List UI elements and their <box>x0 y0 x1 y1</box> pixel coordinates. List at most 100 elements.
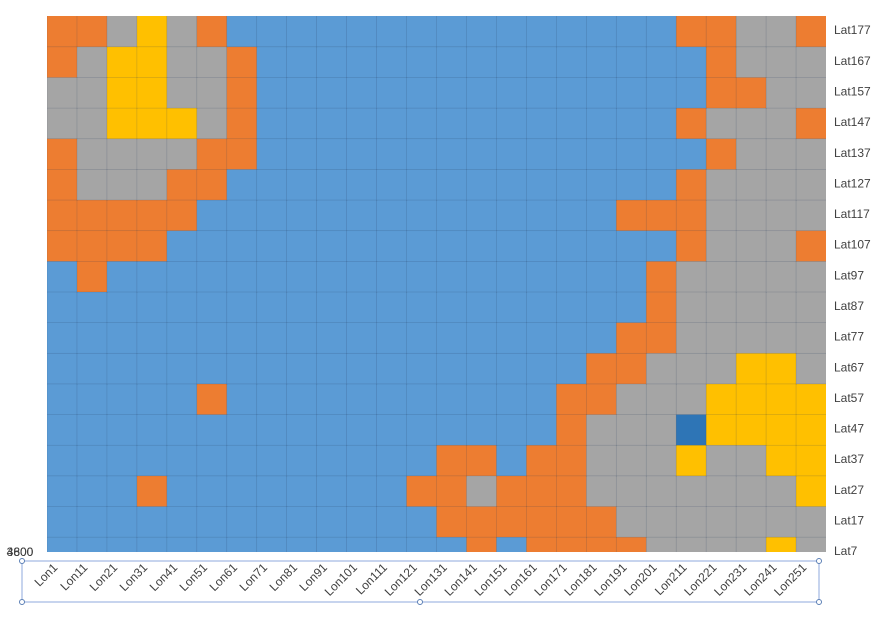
surface-cell <box>705 16 737 48</box>
surface-cell <box>226 199 258 232</box>
handle[interactable] <box>816 599 822 605</box>
surface-cell <box>346 229 378 262</box>
surface-cell <box>496 76 528 109</box>
surface-cell <box>316 199 348 232</box>
surface-cell <box>76 76 108 109</box>
handle[interactable] <box>417 599 423 605</box>
surface-cell <box>47 383 78 415</box>
surface-cell <box>136 352 168 385</box>
surface-cell <box>556 475 588 507</box>
surface-cell <box>226 413 258 446</box>
surface-cell <box>645 137 677 170</box>
handle[interactable] <box>816 558 822 564</box>
surface-cell <box>436 168 468 201</box>
surface-cell <box>406 46 438 78</box>
surface-cell <box>166 291 198 323</box>
surface-cell <box>705 168 737 201</box>
surface-cell <box>526 16 558 48</box>
surface-cell <box>795 229 826 262</box>
handle[interactable] <box>19 599 25 605</box>
surface-cell <box>226 475 258 507</box>
surface-cell <box>376 46 408 78</box>
surface-cell <box>106 16 138 48</box>
surface-cell <box>526 76 558 109</box>
surface-cell <box>795 291 826 323</box>
surface-cell <box>615 413 648 446</box>
z-tick-label: 4600 <box>7 545 34 559</box>
surface-cell <box>556 168 588 201</box>
surface-cell <box>136 107 168 140</box>
surface-cell <box>136 475 168 507</box>
surface-cell <box>765 413 797 446</box>
surface-cell <box>346 413 378 446</box>
surface-cell <box>466 475 498 507</box>
surface-cell <box>76 46 108 78</box>
x-tick-label: Lon171 <box>531 560 569 598</box>
surface-cell <box>106 413 138 446</box>
surface-cell <box>615 321 648 354</box>
surface-cell <box>795 199 826 232</box>
y-tick-label: Lat167 <box>834 54 871 68</box>
surface-cell <box>586 444 618 477</box>
surface-cell <box>316 168 348 201</box>
surface-cell <box>705 352 737 385</box>
surface-cell <box>466 505 498 538</box>
surface-cell <box>645 107 677 140</box>
surface-cell <box>645 505 677 538</box>
surface-cell <box>526 383 558 415</box>
surface-cell <box>76 199 108 232</box>
surface-cell <box>735 199 767 232</box>
surface-cell <box>316 46 348 78</box>
x-tick-label: Lon1 <box>32 560 61 589</box>
surface-cell <box>196 76 228 109</box>
surface-cell <box>136 76 168 109</box>
surface-cell <box>735 16 767 48</box>
surface-cell <box>47 137 78 170</box>
surface-cell <box>735 168 767 201</box>
surface-cell <box>436 46 468 78</box>
surface-cell <box>526 229 558 262</box>
x-tick-label: Lon181 <box>561 560 599 598</box>
surface-cell <box>106 199 138 232</box>
surface-cell <box>406 229 438 262</box>
surface-cell <box>47 505 78 538</box>
surface-cell <box>735 383 767 415</box>
y-tick-label: Lat67 <box>834 360 864 374</box>
surface-cell <box>286 505 318 538</box>
surface-cell <box>256 76 288 109</box>
surface-cell <box>645 475 677 507</box>
surface-cell <box>346 475 378 507</box>
surface-cell <box>376 352 408 385</box>
surface-cell <box>586 260 618 293</box>
surface-cell <box>166 475 198 507</box>
surface-cell <box>556 199 588 232</box>
x-tick-label: Lon41 <box>147 560 181 594</box>
y-tick-label: Lat177 <box>834 23 871 37</box>
surface-cell <box>256 352 288 385</box>
surface-cell <box>256 505 288 538</box>
surface-cell <box>106 291 138 323</box>
surface-cell <box>556 260 588 293</box>
surface-cell <box>436 291 468 323</box>
surface-cell <box>196 168 228 201</box>
surface-cell <box>735 321 767 354</box>
surface-cell <box>615 76 648 109</box>
surface-cell <box>106 229 138 262</box>
handle[interactable] <box>19 558 25 564</box>
surface-cell <box>645 321 677 354</box>
surface-cell <box>645 291 677 323</box>
surface-cell <box>256 46 288 78</box>
surface-cell <box>735 291 767 323</box>
surface-cell <box>795 76 826 109</box>
x-tick-label: Lon71 <box>237 560 271 594</box>
surface-cell <box>705 137 737 170</box>
surface-cell <box>496 352 528 385</box>
surface-cell <box>346 107 378 140</box>
surface-cell <box>316 475 348 507</box>
surface-cell <box>436 137 468 170</box>
surface-cell <box>705 199 737 232</box>
surface-cell <box>346 383 378 415</box>
surface-cell <box>556 229 588 262</box>
surface-cell <box>196 107 228 140</box>
